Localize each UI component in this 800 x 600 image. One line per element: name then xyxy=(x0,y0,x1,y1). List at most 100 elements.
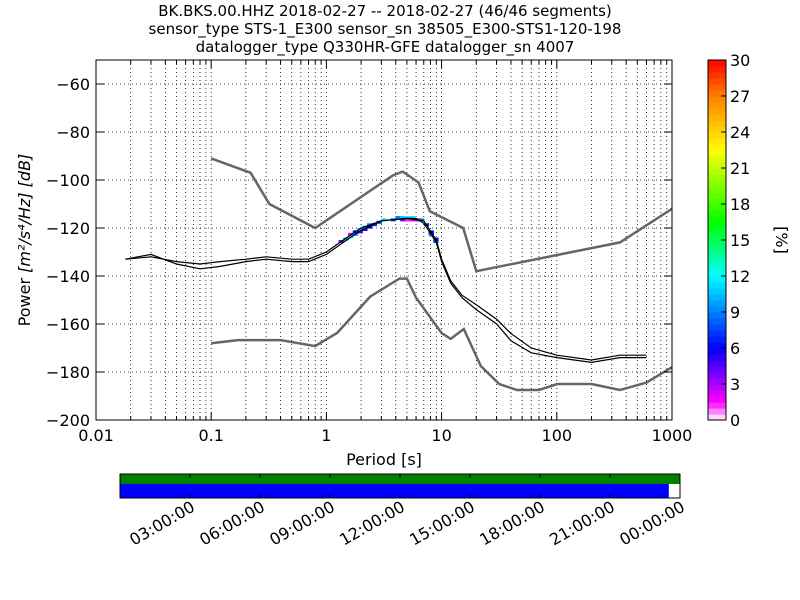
density-cell xyxy=(404,218,411,222)
colorbar: 0 3 6 9 12 15 18 21 24 27 30 [%] xyxy=(707,51,791,430)
density-cell xyxy=(343,237,349,241)
y-tick-label: −180 xyxy=(46,363,90,382)
colorbar-segment xyxy=(708,390,726,397)
colorbar-segment xyxy=(708,156,726,163)
density-cell xyxy=(400,216,406,219)
colorbar-tick-label: 24 xyxy=(730,123,750,142)
colorbar-segment xyxy=(708,366,726,373)
colorbar-segment xyxy=(708,168,726,175)
colorbar-segment xyxy=(708,408,726,415)
colorbar-segment xyxy=(708,186,726,193)
colorbar-tick-label: 18 xyxy=(730,195,750,214)
y-tick-label: −60 xyxy=(56,75,90,94)
colorbar-segment xyxy=(708,288,726,295)
colorbar-segment xyxy=(708,282,726,289)
colorbar-tick-label: 3 xyxy=(730,375,740,394)
x-tick-label: 0.01 xyxy=(78,426,114,445)
colorbar-segment xyxy=(708,246,726,253)
processed-bar xyxy=(120,484,669,498)
timeline-tick-label: 15:00:00 xyxy=(406,497,478,549)
colorbar-segment xyxy=(708,324,726,331)
timeline-tick-label: 12:00:00 xyxy=(336,497,408,549)
new-high-noise-model-line xyxy=(210,157,672,273)
colorbar-segment xyxy=(708,120,726,127)
colorbar-segment xyxy=(708,270,726,277)
timeline-tick-label: 00:00:00 xyxy=(616,497,688,549)
colorbar-tick-label: 15 xyxy=(730,231,750,250)
y-tick-label: −160 xyxy=(46,315,90,334)
colorbar-segment xyxy=(708,402,726,409)
title-line-3: datalogger_type Q330HR-GFE datalogger_sn… xyxy=(195,38,575,56)
y-tick-label: −120 xyxy=(46,219,90,238)
colorbar-tick-label: 0 xyxy=(730,411,740,430)
x-tick-label: 10 xyxy=(431,426,451,445)
colorbar-segment xyxy=(708,264,726,271)
density-cell xyxy=(357,228,363,231)
density-cell xyxy=(409,218,415,222)
colorbar-segment xyxy=(708,72,726,79)
title-line-2: sensor_type STS-1_E300 sensor_sn 38505_E… xyxy=(148,20,622,38)
colorbar-segment xyxy=(708,222,726,229)
colorbar-segment xyxy=(708,414,726,421)
density-cell xyxy=(357,230,363,234)
colorbar-segment xyxy=(708,144,726,151)
density-cell xyxy=(409,216,415,219)
density-cell xyxy=(381,218,387,222)
x-tick-label: 1000 xyxy=(652,426,693,445)
colorbar-segment xyxy=(708,96,726,103)
colorbar-segment xyxy=(708,204,726,211)
colorbar-segment xyxy=(708,384,726,391)
x-tick-label: 1 xyxy=(321,426,331,445)
colorbar-segment xyxy=(708,162,726,169)
y-axis-label-group: Power [m²/s⁴/Hz] [dB] xyxy=(15,154,34,327)
colorbar-segment xyxy=(708,216,726,223)
colorbar-segment xyxy=(708,312,726,319)
colorbar-segment xyxy=(708,318,726,325)
colorbar-segment xyxy=(708,372,726,379)
y-tick-label: −140 xyxy=(46,267,90,286)
colorbar-segment xyxy=(708,150,726,157)
density-cell xyxy=(404,216,411,219)
colorbar-segment xyxy=(708,228,726,235)
colorbar-segment xyxy=(708,132,726,139)
colorbar-segment xyxy=(708,90,726,97)
colorbar-segment xyxy=(708,276,726,283)
colorbar-segment xyxy=(708,138,726,145)
timeline-tick-label: 03:00:00 xyxy=(126,497,198,549)
x-axis-label: Period [s] xyxy=(346,450,422,469)
y-axis-label-prefix: Power xyxy=(15,273,34,326)
mean-line xyxy=(125,217,647,361)
y-tick-label: −80 xyxy=(56,123,90,142)
colorbar-tick-label: 21 xyxy=(730,159,750,178)
colorbar-segment xyxy=(708,210,726,217)
colorbar-segment xyxy=(708,60,726,67)
colorbar-segment xyxy=(708,306,726,313)
colorbar-segment xyxy=(708,396,726,403)
colorbar-segment xyxy=(708,102,726,109)
density-cell xyxy=(400,218,406,222)
colorbar-segment xyxy=(708,300,726,307)
y-axis: −200 −180 −160 −140 −120 −100 −80 −60 xyxy=(46,75,672,430)
colorbar-segment xyxy=(708,240,726,247)
timeline-tick-label: 18:00:00 xyxy=(476,497,548,549)
x-axis: 0.01 0.1 1 10 100 1000 xyxy=(78,60,692,445)
colorbar-segment xyxy=(708,66,726,73)
x-tick-label: 100 xyxy=(542,426,573,445)
colorbar-segment xyxy=(708,126,726,133)
colorbar-segment xyxy=(708,360,726,367)
y-axis-label-units: [m²/s⁴/Hz] [dB] xyxy=(15,154,34,273)
colorbar-tick-label: 27 xyxy=(730,87,750,106)
colorbar-segment xyxy=(708,330,726,337)
colorbar-segment xyxy=(708,336,726,343)
model-curves xyxy=(125,157,672,392)
y-tick-label: −100 xyxy=(46,171,90,190)
colorbar-tick-label: 6 xyxy=(730,339,740,358)
title-line-1: BK.BKS.00.HHZ 2018-02-27 -- 2018-02-27 (… xyxy=(158,2,612,20)
timeline-tick-label: 09:00:00 xyxy=(266,497,338,549)
density-cell xyxy=(362,228,368,231)
colorbar-segment xyxy=(708,192,726,199)
colorbar-segment xyxy=(708,114,726,121)
colorbar-tick-label: 9 xyxy=(730,303,740,322)
colorbar-segment xyxy=(708,378,726,385)
